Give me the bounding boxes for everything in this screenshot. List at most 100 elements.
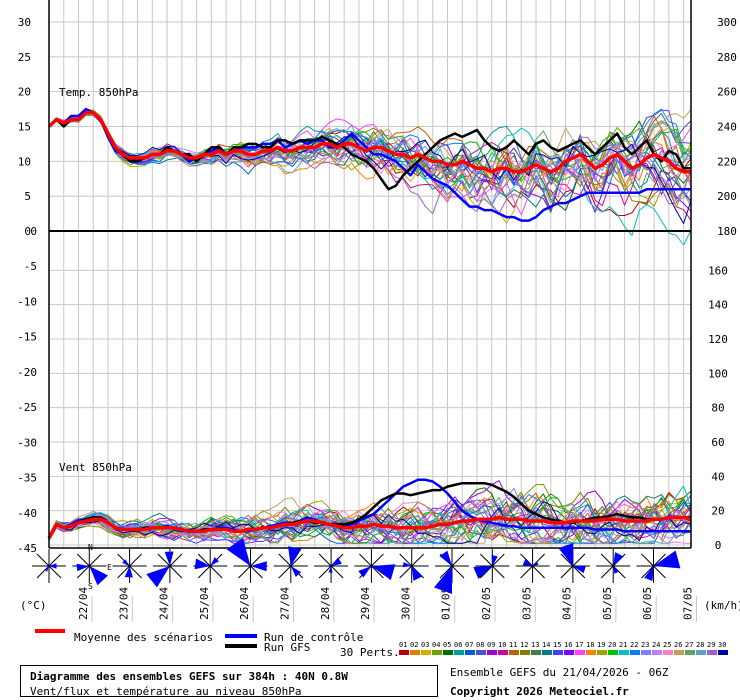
rose-wedge <box>250 561 267 572</box>
compass-n: N <box>88 543 93 552</box>
rose-wedge <box>532 561 539 566</box>
pert-number: 26 <box>674 641 682 649</box>
y-tick-right-temp: 280 <box>717 51 737 64</box>
pert-swatch <box>685 650 695 655</box>
pert-swatch <box>707 650 717 655</box>
pert-swatch <box>465 650 475 655</box>
x-date-label: 04/05 <box>561 587 574 620</box>
rose-wedge <box>371 564 396 581</box>
wind-rose <box>394 549 429 583</box>
legend-gfs-label: Run GFS <box>264 641 310 654</box>
wind-rose <box>32 549 66 583</box>
y-tick-right-wind: 60 <box>711 436 724 449</box>
rose-wedge <box>194 558 211 570</box>
x-date-label: 25/04 <box>198 587 211 620</box>
legend-control-label: Run de contrôle <box>264 631 363 644</box>
y-tick-right-temp: 300 <box>717 16 737 29</box>
y-tick-left-temp: 15 <box>18 121 31 134</box>
pert-swatch <box>674 650 684 655</box>
pert-swatch <box>531 650 541 655</box>
pert-temp-line <box>48 113 692 197</box>
pert-swatch <box>696 650 706 655</box>
compass-e: E <box>107 563 112 572</box>
rose-wedge <box>226 538 251 566</box>
x-date-label: 26/04 <box>238 587 251 620</box>
pert-temp-line <box>48 112 692 199</box>
rose-wedge <box>328 566 333 573</box>
x-date-label: 03/05 <box>520 587 533 620</box>
x-date-label: 22/04 <box>77 587 90 620</box>
pert-number: 09 <box>487 641 495 649</box>
rose-wedge <box>124 566 133 578</box>
pert-number: 20 <box>608 641 616 649</box>
rose-wedge <box>644 566 654 581</box>
rose-wedge <box>434 566 452 594</box>
pert-swatch <box>410 650 420 655</box>
pert-swatch <box>399 650 409 655</box>
y-tick-left-wind: 0 <box>30 225 37 238</box>
pert-swatch <box>454 650 464 655</box>
pert-swatch <box>630 650 640 655</box>
wind-panel-title: Vent 850hPa <box>59 461 132 474</box>
x-date-label: 24/04 <box>158 587 171 620</box>
x-date-label: 07/05 <box>682 587 695 620</box>
pert-number: 08 <box>476 641 484 649</box>
wind-rose <box>636 549 681 583</box>
wind-roses: N S E <box>32 538 681 594</box>
pert-swatch <box>608 650 618 655</box>
rose-wedge <box>491 555 498 566</box>
pert-swatch <box>564 650 574 655</box>
rose-wedge <box>439 550 452 566</box>
legend-perts-label: 30 Perts. <box>340 646 400 659</box>
y-tick-right-wind: 160 <box>708 264 728 277</box>
mean-wind-line <box>47 515 692 539</box>
y-tick-left-wind: -40 <box>17 507 37 520</box>
pert-number: 21 <box>619 641 627 649</box>
rose-wedge <box>473 566 493 579</box>
pert-swatch <box>443 650 453 655</box>
temp-panel-title: Temp. 850hPa <box>59 86 138 99</box>
compass-s: S <box>88 582 93 591</box>
y-tick-left-temp: 25 <box>18 51 31 64</box>
legend-mean-label: Moyenne des scénarios <box>74 631 213 644</box>
wind-rose <box>226 538 268 583</box>
rose-wedge <box>572 566 586 574</box>
y-tick-left-temp: 5 <box>24 190 31 203</box>
pert-swatch <box>421 650 431 655</box>
pert-number: 12 <box>520 641 528 649</box>
pert-number: 27 <box>685 641 693 649</box>
pert-number: 28 <box>696 641 704 649</box>
x-date-label: 06/05 <box>641 587 654 620</box>
pert-swatch <box>542 650 552 655</box>
pert-temp-line <box>48 112 692 224</box>
y-tick-left-wind: -35 <box>17 472 37 485</box>
x-date-label: 01/05 <box>440 587 453 620</box>
pert-swatch <box>663 650 673 655</box>
ensemble-run-label: Ensemble GEFS du 21/04/2026 - 06Z <box>450 666 669 679</box>
pert-swatch <box>641 650 651 655</box>
rose-wedge <box>402 562 412 568</box>
y-tick-right-wind: 0 <box>715 539 722 552</box>
y-tick-left-wind: -10 <box>17 295 37 308</box>
rose-wedge <box>653 550 681 569</box>
pert-number: 13 <box>531 641 539 649</box>
y-tick-left-wind: -20 <box>17 366 37 379</box>
wind-rose <box>434 549 469 594</box>
x-date-label: 30/04 <box>399 587 412 620</box>
pert-wind-line <box>48 500 692 544</box>
rose-wedge <box>411 566 423 581</box>
wind-rose <box>273 546 308 583</box>
rose-wedge <box>44 566 49 572</box>
y-tick-left-temp: 30 <box>18 16 31 29</box>
rose-wedge <box>522 559 533 566</box>
x-date-label: 29/04 <box>359 587 372 620</box>
y-tick-left-temp: 0 <box>24 225 31 238</box>
x-date-label: 27/04 <box>279 587 292 620</box>
y-tick-right-temp: 220 <box>717 155 737 168</box>
main-series <box>47 107 692 539</box>
pert-number: 01 <box>399 641 407 649</box>
wind-rose <box>473 549 510 583</box>
wind-rose <box>515 549 550 583</box>
pert-swatch <box>619 650 629 655</box>
